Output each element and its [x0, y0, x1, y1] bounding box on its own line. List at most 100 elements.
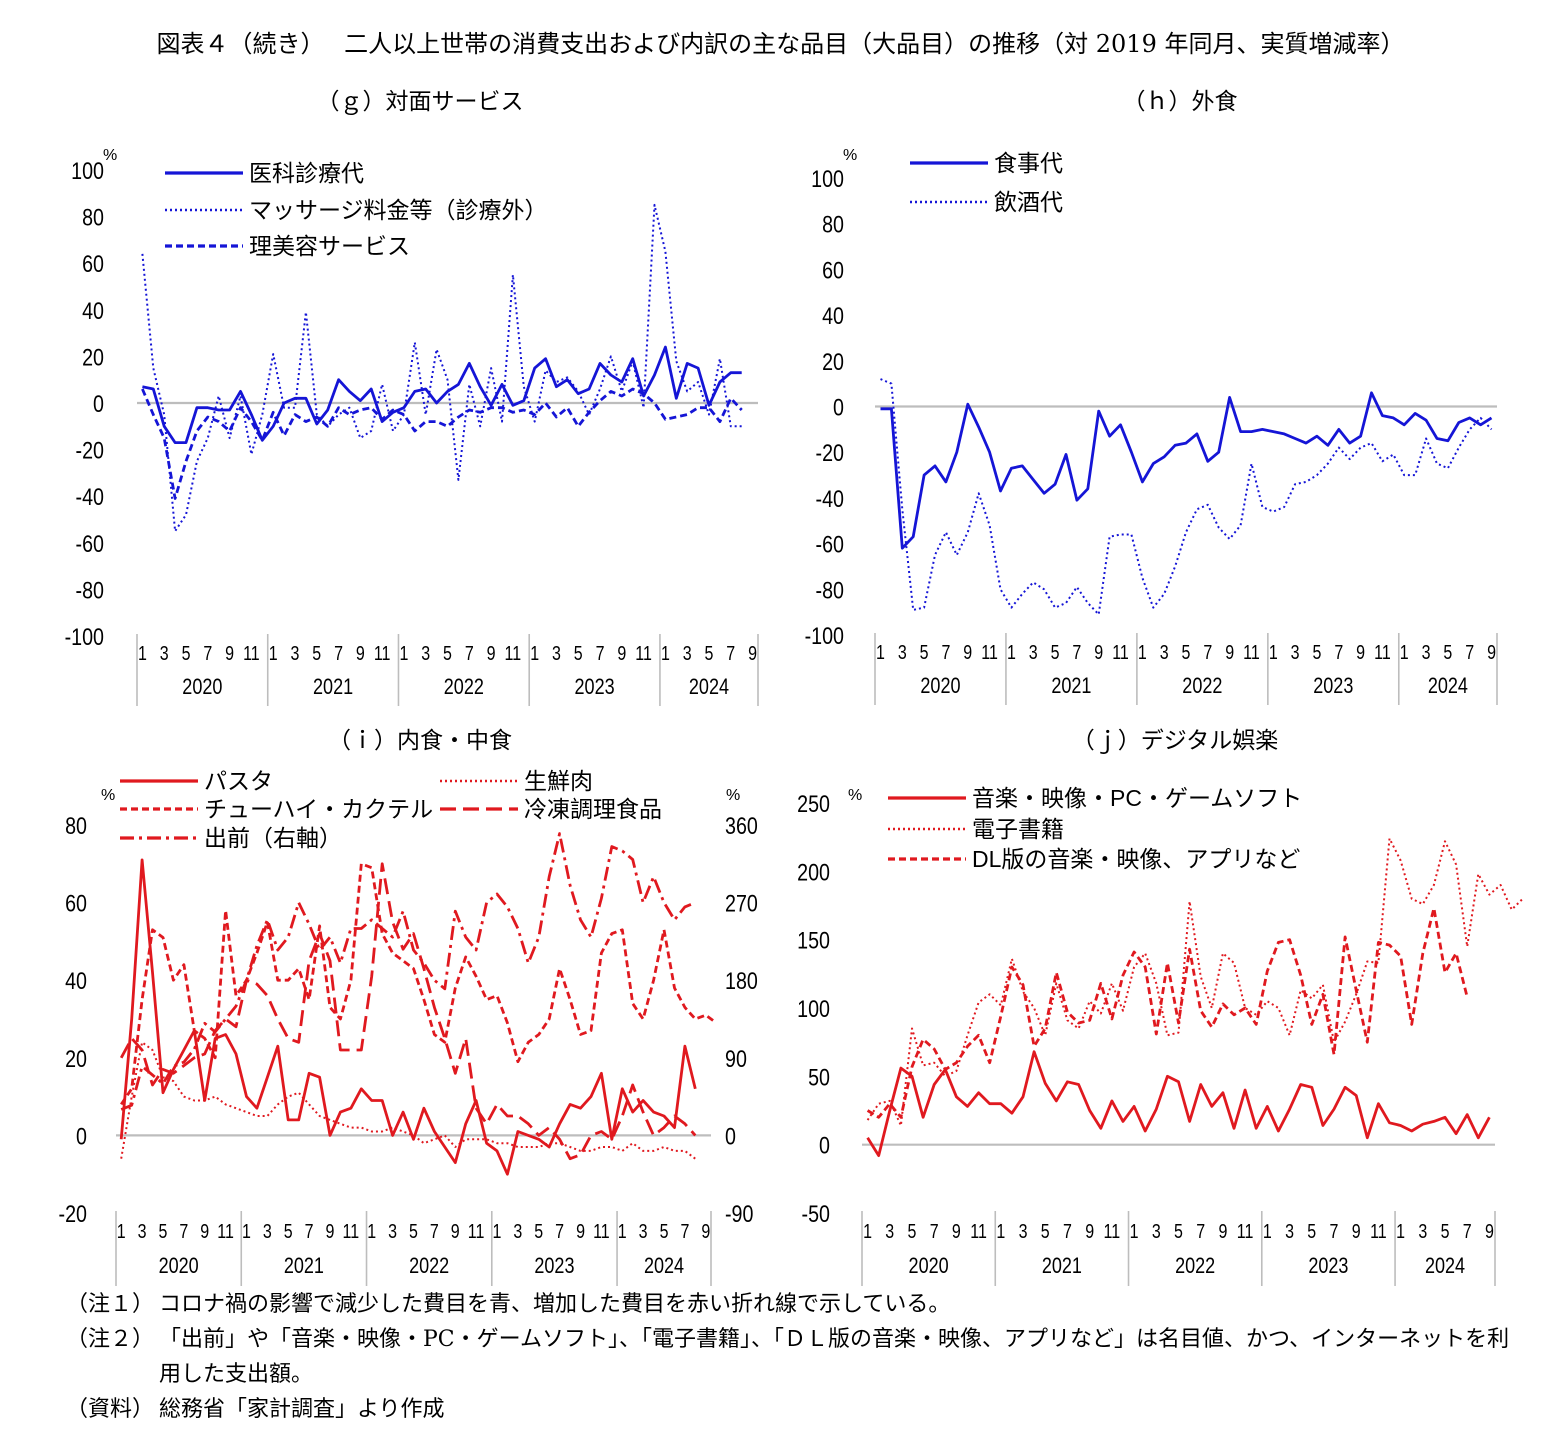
y-tick-label: -60	[816, 531, 844, 558]
x-tick-label: 9	[1225, 641, 1234, 663]
year-label: 2020	[920, 674, 960, 698]
x-tick-label: 11	[1237, 1220, 1254, 1242]
x-tick-label: 3	[898, 641, 907, 663]
series-line	[866, 1050, 1491, 1157]
x-tick-label: 9	[356, 642, 365, 664]
x-tick-label: 3	[1152, 1220, 1161, 1242]
x-tick-label: 11	[981, 641, 998, 663]
series-line	[866, 906, 1469, 1119]
x-tick-label: 1	[138, 642, 147, 664]
y-tick-label: 250	[797, 790, 830, 817]
x-tick-label: 5	[1174, 1220, 1183, 1242]
x-tick-label: 7	[430, 1220, 439, 1242]
year-label: 2022	[1175, 1254, 1215, 1278]
x-tick-label: 7	[1330, 1220, 1339, 1242]
x-tick-label: 5	[660, 1220, 669, 1242]
x-tick-label: 3	[291, 642, 300, 664]
y2-tick-label: 0	[725, 1123, 736, 1150]
x-tick-label: 9	[1094, 641, 1103, 663]
y-tick-label: 60	[65, 890, 87, 917]
x-tick-label: 7	[930, 1220, 939, 1242]
x-tick-label: 7	[555, 1220, 564, 1242]
x-tick-label: 1	[367, 1220, 376, 1242]
year-label: 2023	[575, 675, 615, 699]
series-line	[142, 345, 742, 445]
series-line	[120, 1041, 696, 1160]
year-label: 2022	[444, 675, 484, 699]
x-tick-label: 3	[263, 1220, 272, 1242]
x-tick-label: 9	[1356, 641, 1365, 663]
x-tick-label: 5	[1041, 1220, 1050, 1242]
year-label: 2020	[182, 675, 222, 699]
x-tick-label: 1	[1269, 641, 1278, 663]
x-tick-label: 3	[421, 642, 430, 664]
x-tick-label: 5	[1443, 641, 1452, 663]
y2-tick-label: 360	[725, 812, 758, 839]
legend-label: チューハイ・カクテル	[204, 796, 433, 822]
series-line	[880, 378, 1493, 616]
y-tick-label: -50	[802, 1200, 830, 1227]
y-tick-label: 0	[93, 390, 104, 417]
note-text: 「出前」や「音楽・映像・PC・ゲームソフト」、「電子書籍」、「ＤＬ版の音楽・映像…	[159, 1327, 1510, 1387]
series-line	[866, 837, 1524, 1127]
x-tick-label: 5	[574, 642, 583, 664]
legend-label: 冷凍調理食品	[524, 796, 662, 822]
x-tick-label: 7	[1465, 641, 1474, 663]
note-source: （資料） 総務省「家計調査」より作成	[66, 1392, 1526, 1427]
x-tick-label: 3	[1291, 641, 1300, 663]
y2-tick-label: 270	[725, 890, 758, 917]
figure-title: 図表４（続き） 二人以上世帯の消費支出および内訳の主な品目（大品目）の推移（対 …	[156, 30, 1405, 58]
x-tick-label: 3	[639, 1220, 648, 1242]
x-tick-label: 9	[1487, 641, 1496, 663]
y-tick-label: -40	[816, 485, 844, 512]
year-label: 2024	[644, 1254, 684, 1278]
x-tick-label: 7	[1203, 641, 1212, 663]
year-label: 2021	[284, 1254, 324, 1278]
x-tick-label: 7	[1072, 641, 1081, 663]
x-tick-label: 11	[970, 1220, 987, 1242]
y-tick-label: 20	[65, 1045, 87, 1072]
x-tick-label: 7	[203, 642, 212, 664]
x-tick-label: 9	[963, 641, 972, 663]
year-label: 2024	[689, 675, 729, 699]
x-tick-label: 3	[1019, 1220, 1028, 1242]
x-tick-label: 9	[326, 1220, 335, 1242]
y-tick-label: 40	[65, 967, 87, 994]
y-tick-label: 200	[797, 858, 830, 885]
legend-label: 医科診療代	[249, 160, 364, 186]
y-tick-label: 0	[76, 1123, 87, 1150]
x-tick-label: 9	[487, 642, 496, 664]
legend-label: 電子書籍	[972, 816, 1064, 842]
x-tick-label: 3	[552, 642, 561, 664]
x-tick-label: 5	[1051, 641, 1060, 663]
x-tick-label: 7	[1196, 1220, 1205, 1242]
year-label: 2021	[1051, 674, 1091, 698]
year-label: 2022	[409, 1254, 449, 1278]
note-text: コロナ禍の影響で減少した費目を青、増加した費目を赤い折れ線で示している。	[159, 1292, 951, 1317]
x-tick-label: 11	[343, 1220, 360, 1242]
y-unit-label: %	[843, 147, 857, 164]
y-tick-label: 150	[797, 927, 830, 954]
legend-label: 音楽・映像・PC・ゲームソフト	[972, 785, 1302, 811]
y-tick-label: -20	[76, 437, 104, 464]
note-label: （注１）	[66, 1292, 155, 1317]
year-label: 2021	[1042, 1254, 1082, 1278]
x-tick-label: 1	[493, 1220, 502, 1242]
x-tick-label: 5	[534, 1220, 543, 1242]
x-tick-label: 7	[941, 641, 950, 663]
series-line	[119, 858, 697, 1176]
x-tick-label: 3	[1422, 641, 1431, 663]
x-tick-label: 11	[374, 642, 391, 664]
series-line	[141, 203, 742, 533]
x-tick-label: 1	[618, 1220, 627, 1242]
y-tick-label: 100	[71, 157, 104, 184]
legend-label: DL版の音楽・映像、アプリなど	[972, 846, 1300, 872]
x-tick-label: 1	[876, 641, 885, 663]
y-tick-label: -20	[59, 1200, 87, 1227]
x-tick-label: 5	[1441, 1220, 1450, 1242]
x-tick-label: 9	[1485, 1220, 1494, 1242]
x-tick-label: 5	[908, 1220, 917, 1242]
year-label: 2021	[313, 675, 353, 699]
